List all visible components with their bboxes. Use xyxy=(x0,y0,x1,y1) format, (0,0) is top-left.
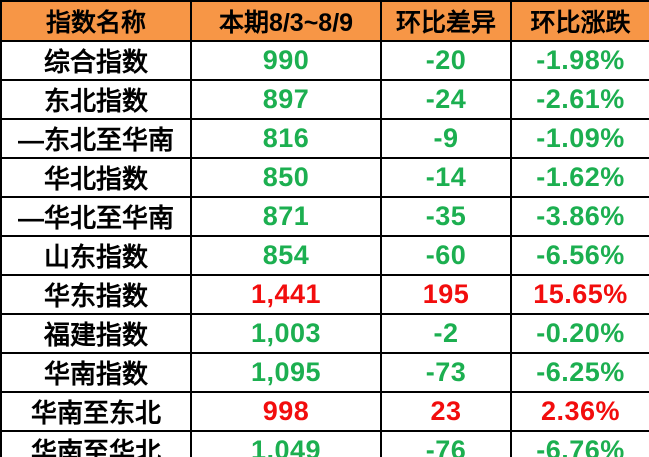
current-value-cell: 1,441 xyxy=(190,274,382,315)
table-row: —东北至华南 816 -9 -1.09% xyxy=(0,118,649,159)
change-cell: -2.61% xyxy=(510,79,649,120)
col-header-change: 环比涨跌 xyxy=(510,0,649,42)
index-name-cell: 华南指数 xyxy=(0,352,192,393)
current-value-cell: 1,003 xyxy=(190,313,382,354)
diff-cell: 195 xyxy=(380,274,512,315)
current-value-cell: 816 xyxy=(190,118,382,159)
change-cell: -3.86% xyxy=(510,196,649,237)
table-row: 华东指数 1,441 195 15.65% xyxy=(0,274,649,315)
table-row: 综合指数 990 -20 -1.98% xyxy=(0,40,649,81)
current-value-cell: 990 xyxy=(190,40,382,81)
diff-cell: -76 xyxy=(380,430,512,457)
index-name-cell: 东北指数 xyxy=(0,79,192,120)
current-value-cell: 871 xyxy=(190,196,382,237)
table-row: 东北指数 897 -24 -2.61% xyxy=(0,79,649,120)
index-name-cell: 综合指数 xyxy=(0,40,192,81)
table-row: 山东指数 854 -60 -6.56% xyxy=(0,235,649,276)
diff-cell: -2 xyxy=(380,313,512,354)
change-cell: -6.56% xyxy=(510,235,649,276)
index-name-cell: 华南至华北 xyxy=(0,430,192,457)
diff-cell: -20 xyxy=(380,40,512,81)
index-name-cell: —东北至华南 xyxy=(0,118,192,159)
col-header-index-name: 指数名称 xyxy=(0,0,192,42)
table-row: 华南指数 1,095 -73 -6.25% xyxy=(0,352,649,393)
header-row: 指数名称 本期8/3~8/9 环比差异 环比涨跌 xyxy=(0,0,649,42)
index-name-cell: 福建指数 xyxy=(0,313,192,354)
diff-cell: -60 xyxy=(380,235,512,276)
index-name-cell: 山东指数 xyxy=(0,235,192,276)
current-value-cell: 850 xyxy=(190,157,382,198)
current-value-cell: 854 xyxy=(190,235,382,276)
table-row: —华北至华南 871 -35 -3.86% xyxy=(0,196,649,237)
change-cell: -1.62% xyxy=(510,157,649,198)
change-cell: 2.36% xyxy=(510,391,649,432)
change-cell: -1.98% xyxy=(510,40,649,81)
table-row: 华南至华北 1,049 -76 -6.76% xyxy=(0,430,649,457)
change-cell: 15.65% xyxy=(510,274,649,315)
diff-cell: -9 xyxy=(380,118,512,159)
current-value-cell: 998 xyxy=(190,391,382,432)
table-row: 福建指数 1,003 -2 -0.20% xyxy=(0,313,649,354)
table-row: 华南至东北 998 23 2.36% xyxy=(0,391,649,432)
change-cell: -6.25% xyxy=(510,352,649,393)
current-value-cell: 1,095 xyxy=(190,352,382,393)
index-name-cell: 华北指数 xyxy=(0,157,192,198)
index-name-cell: —华北至华南 xyxy=(0,196,192,237)
index-name-cell: 华东指数 xyxy=(0,274,192,315)
index-name-cell: 华南至东北 xyxy=(0,391,192,432)
col-header-current-period: 本期8/3~8/9 xyxy=(190,0,382,42)
change-cell: -1.09% xyxy=(510,118,649,159)
table-row: 华北指数 850 -14 -1.62% xyxy=(0,157,649,198)
current-value-cell: 1,049 xyxy=(190,430,382,457)
diff-cell: -73 xyxy=(380,352,512,393)
diff-cell: 23 xyxy=(380,391,512,432)
col-header-diff: 环比差异 xyxy=(380,0,512,42)
change-cell: -6.76% xyxy=(510,430,649,457)
diff-cell: -24 xyxy=(380,79,512,120)
change-cell: -0.20% xyxy=(510,313,649,354)
current-value-cell: 897 xyxy=(190,79,382,120)
diff-cell: -35 xyxy=(380,196,512,237)
diff-cell: -14 xyxy=(380,157,512,198)
